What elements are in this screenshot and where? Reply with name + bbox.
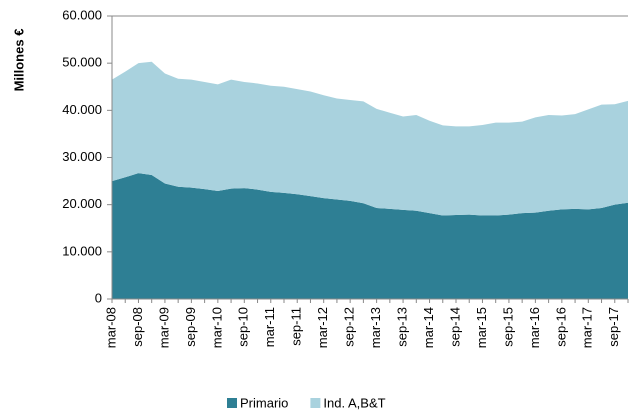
area [112,61,628,216]
x-tick-label: sep-09 [183,307,198,347]
legend-label: Primario [240,395,288,410]
x-tick-label: mar-12 [315,307,330,348]
x-tick-label: sep-17 [606,307,621,347]
x-tick-label: mar-17 [580,307,595,348]
y-tick-label: 60.000 [62,7,102,22]
y-tick-label: 10.000 [62,243,102,258]
legend-label: Ind. A,B&T [323,395,385,410]
legend-swatch [227,398,237,408]
y-tick-label: 20.000 [62,196,102,211]
y-tick-label: 40.000 [62,102,102,117]
x-tick-label: mar-16 [527,307,542,348]
legend-swatch [310,398,321,408]
y-tick-label: 30.000 [62,149,102,164]
x-tick-label: sep-15 [500,307,515,347]
y-axis-label: Millones € [11,29,26,92]
x-tick-label: mar-13 [368,307,383,348]
x-tick-label: mar-14 [421,307,436,348]
x-tick-label: mar-10 [209,307,224,348]
y-tick-label: 0 [95,290,102,305]
x-tick-label: mar-08 [103,307,118,348]
x-tick-label: mar-11 [262,307,277,347]
x-tick-label: sep-13 [395,307,410,347]
x-tick-label: sep-14 [447,307,462,347]
x-tick-label: sep-12 [342,307,357,347]
x-tick-label: mar-09 [156,307,171,348]
x-tick-label: mar-15 [474,307,489,348]
x-tick-label: sep-16 [553,307,568,347]
x-tick-label: sep-11 [289,307,304,346]
x-tick-label: sep-10 [236,307,251,347]
area [112,173,628,299]
y-tick-label: 50.000 [62,55,102,70]
x-tick-label: sep-08 [130,307,145,347]
